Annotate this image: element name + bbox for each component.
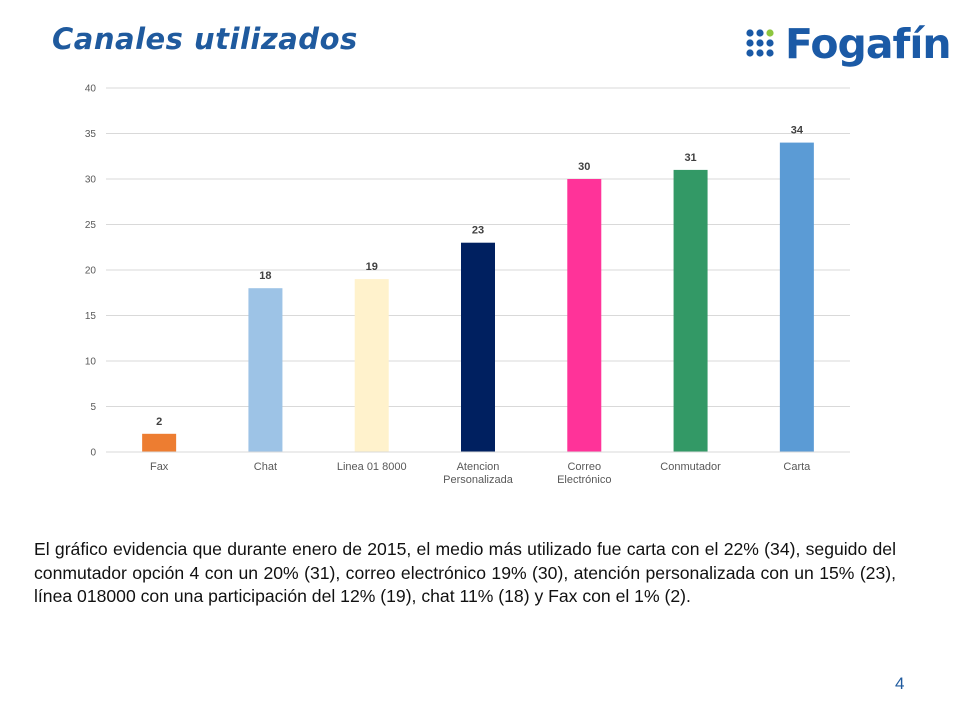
y-tick-label: 20 bbox=[85, 266, 97, 277]
chart-description: El gráfico evidencia que durante enero d… bbox=[34, 539, 896, 606]
bar-chart: 0 5 10 15 20 25 30 35 40 2 Fax 18 Chat 19 Linea 01 800… bbox=[60, 80, 860, 500]
bar bbox=[461, 242, 495, 452]
x-tick-label: Atencion Personalizada bbox=[443, 461, 514, 486]
x-tick-label: Carta bbox=[783, 461, 811, 473]
page-number: 4 bbox=[895, 674, 905, 693]
chart-svg: 0 5 10 15 20 25 30 35 40 2 Fax 18 Chat 19 Linea 01 800… bbox=[85, 84, 850, 486]
data-label: 30 bbox=[578, 161, 590, 173]
fogafin-logo: Fogafín bbox=[745, 20, 952, 74]
y-tick-label: 25 bbox=[85, 220, 97, 231]
y-tick-label: 5 bbox=[90, 402, 96, 413]
data-label: 19 bbox=[366, 261, 378, 273]
x-tick-label: Conmutador bbox=[660, 461, 721, 473]
data-label: 2 bbox=[156, 416, 162, 428]
data-label: 34 bbox=[791, 125, 804, 137]
logo-dots-icon bbox=[746, 29, 774, 57]
y-tick-label: 10 bbox=[85, 357, 97, 368]
y-tick-label: 40 bbox=[85, 84, 97, 95]
data-label: 31 bbox=[684, 152, 696, 164]
bar bbox=[248, 288, 283, 452]
slide-title: Canales utilizados bbox=[52, 22, 358, 56]
data-label: 23 bbox=[472, 225, 484, 237]
y-tick-label: 0 bbox=[90, 448, 96, 459]
x-tick-label: Linea 01 8000 bbox=[337, 461, 407, 473]
bar bbox=[354, 279, 389, 452]
y-tick-label: 15 bbox=[85, 311, 97, 322]
y-tick-label: 35 bbox=[85, 129, 97, 140]
bar bbox=[567, 179, 602, 452]
x-tick-label: Fax bbox=[150, 461, 169, 473]
logo-text: Fogafín bbox=[785, 20, 952, 68]
x-tick-label: Chat bbox=[254, 461, 277, 473]
bar bbox=[142, 433, 177, 452]
bar bbox=[779, 142, 814, 452]
bar bbox=[673, 169, 708, 452]
y-tick-label: 30 bbox=[85, 175, 97, 186]
x-tick-label: Correo Electrónico bbox=[557, 461, 611, 486]
data-label: 18 bbox=[259, 270, 271, 282]
